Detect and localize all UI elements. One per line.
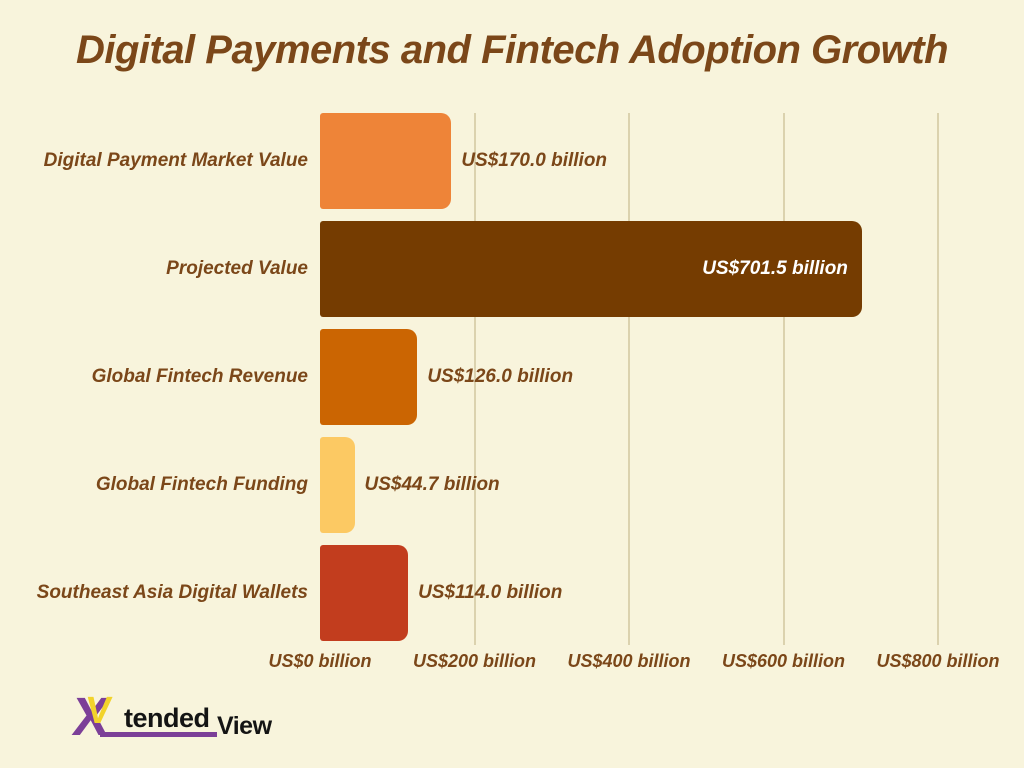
- value-label: US$44.7 billion: [364, 474, 500, 495]
- x-tick-label-800: US$800 billion: [876, 651, 1000, 671]
- gridline-400: [628, 113, 630, 645]
- logo-letter-v: V: [83, 690, 114, 732]
- row-global-fintech-revenue: Global Fintech Revenue US$126.0 billion: [0, 329, 1024, 425]
- bar-southeast-asia-digital-wallets: [320, 545, 409, 641]
- gridline-800: [937, 113, 939, 645]
- x-tick-label-200: US$200 billion: [412, 651, 537, 671]
- logo-text-tended: tended: [124, 703, 210, 733]
- bar-digital-payment-market-value: [320, 113, 452, 209]
- x-tick-label-400: US$400 billion: [567, 651, 691, 671]
- category-label: Southeast Asia Digital Wallets: [36, 582, 308, 603]
- bar-projected-value: [320, 221, 862, 317]
- value-label: US$114.0 billion: [418, 582, 563, 603]
- row-southeast-asia-digital-wallets: Southeast Asia Digital Wallets US$114.0 …: [0, 545, 1024, 641]
- logo-underline: [100, 732, 217, 737]
- bar-global-fintech-revenue: [320, 329, 418, 425]
- value-label: US$170.0 billion: [461, 150, 608, 171]
- category-label: Global Fintech Funding: [95, 474, 308, 495]
- gridline-200: [473, 113, 476, 645]
- gridline-600: [782, 113, 785, 645]
- logo-text-view: View: [217, 712, 272, 740]
- row-global-fintech-funding: Global Fintech Funding US$44.7 billion: [0, 437, 1024, 533]
- bar-global-fintech-funding: [320, 437, 355, 533]
- category-label: Digital Payment Market Value: [43, 150, 308, 171]
- category-label: Projected Value: [166, 258, 308, 279]
- value-label: US$126.0 billion: [427, 366, 574, 387]
- x-tick-label-600: US$600 billion: [721, 651, 846, 671]
- xtendedview-logo: X V tended View: [70, 687, 283, 760]
- x-tick-label-0: US$0 billion: [268, 651, 372, 671]
- chart-title: Digital Payments and Fintech Adoption Gr…: [75, 28, 949, 72]
- value-label: US$701.5 billion: [702, 258, 848, 279]
- row-projected-value: Projected Value US$701.5 billion: [0, 221, 1024, 317]
- row-digital-payment-market-value: Digital Payment Market Value US$170.0 bi…: [0, 113, 1024, 209]
- category-label: Global Fintech Revenue: [91, 366, 308, 387]
